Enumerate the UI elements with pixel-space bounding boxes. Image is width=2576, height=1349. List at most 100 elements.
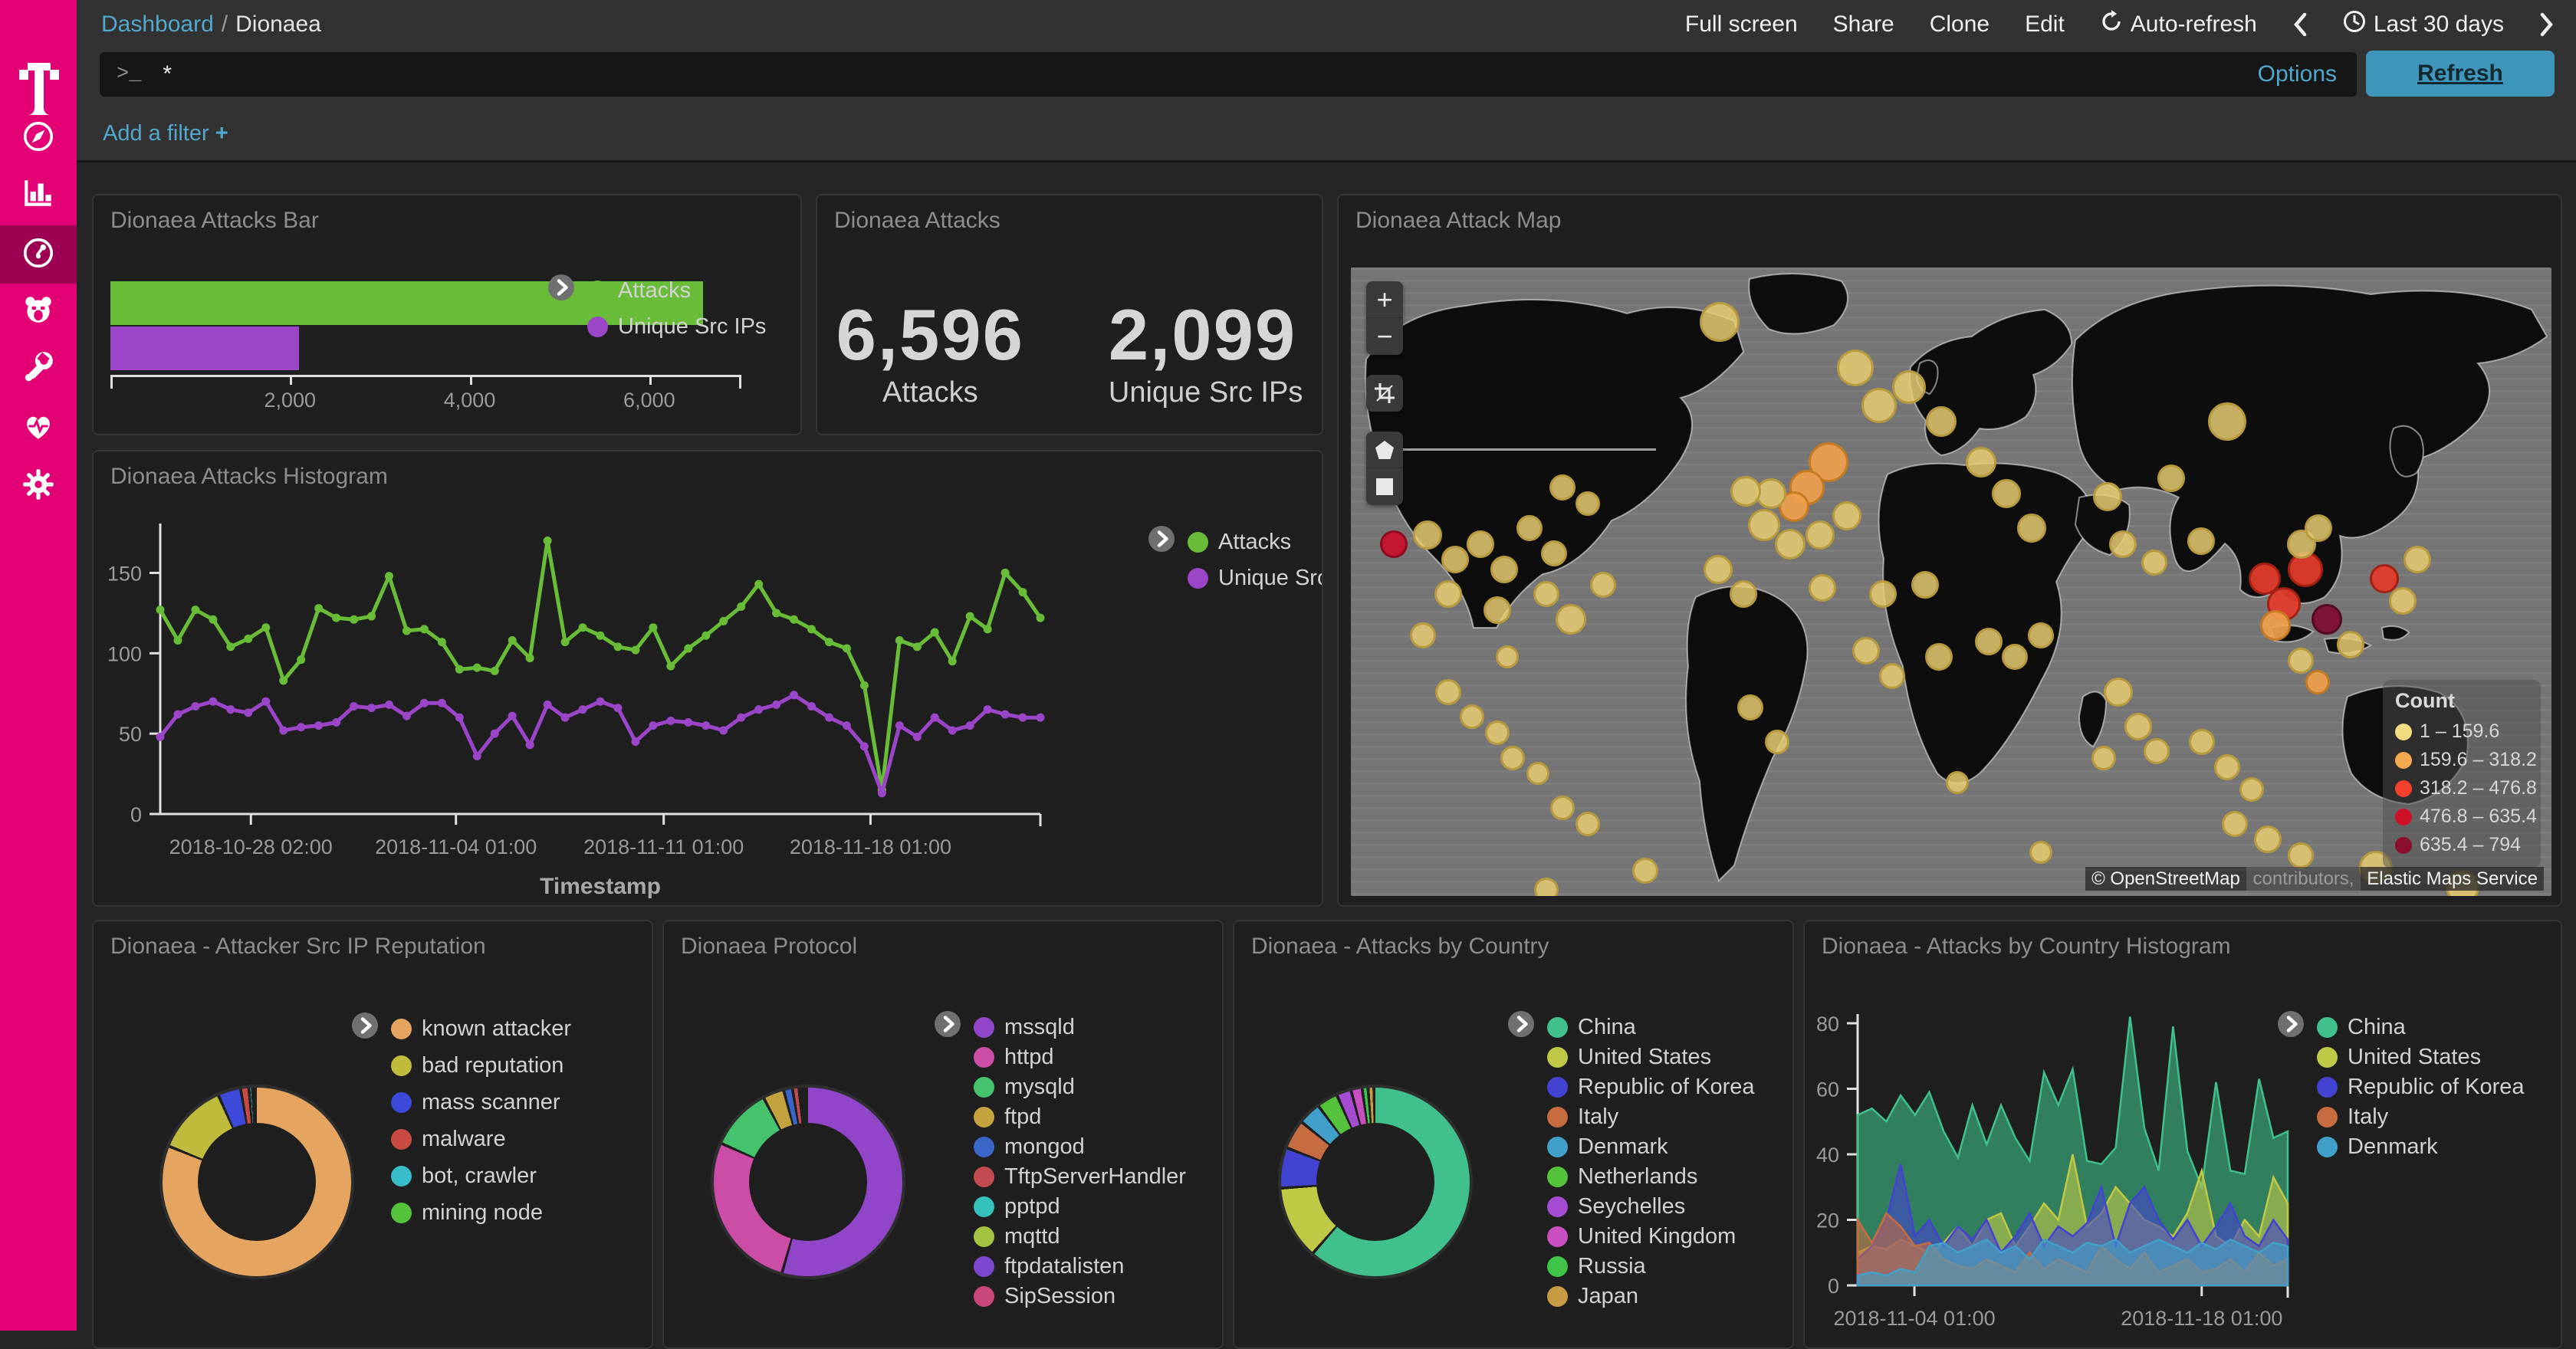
legend-item[interactable]: Netherlands <box>1547 1161 1697 1192</box>
legend-item[interactable]: mssqld <box>974 1012 1075 1042</box>
legend-item[interactable]: Denmark <box>2317 1131 2438 1162</box>
legend-item[interactable]: pptpd <box>974 1191 1060 1222</box>
menu-item-share[interactable]: Share <box>1833 11 1894 38</box>
legend-item[interactable]: ftpd <box>974 1101 1041 1132</box>
sidebar-item-visualize[interactable] <box>0 166 77 224</box>
legend-collapse-icon[interactable] <box>2277 1010 2305 1042</box>
legend-item[interactable]: mqttd <box>974 1221 1060 1252</box>
legend-item[interactable]: Republic of Korea <box>2317 1072 2525 1102</box>
sidebar-item-monitoring[interactable] <box>0 399 77 457</box>
legend-collapse-icon[interactable] <box>934 1010 961 1042</box>
polygon-tool-icon[interactable] <box>1366 432 1403 468</box>
donut-chart[interactable] <box>163 1088 351 1276</box>
legend-item[interactable]: httpd <box>974 1042 1054 1072</box>
legend-item[interactable]: Seychelles <box>1547 1191 1685 1222</box>
legend-color-dot <box>1547 1196 1568 1217</box>
legend-item[interactable]: bad reputation <box>391 1050 564 1081</box>
legend-item[interactable]: bot, crawler <box>391 1160 537 1191</box>
panel-title[interactable]: Dionaea Attack Map <box>1355 208 1562 234</box>
menu-item-clone[interactable]: Clone <box>1930 11 1990 38</box>
donut-chart[interactable] <box>714 1088 902 1276</box>
options-link[interactable]: Options <box>2258 61 2337 87</box>
legend-collapse-icon[interactable] <box>1148 525 1175 556</box>
attack-bubble <box>2109 530 2137 558</box>
sidebar-item-dev-tools[interactable] <box>0 340 77 399</box>
crop-icon[interactable] <box>1366 375 1403 412</box>
panel-title[interactable]: Dionaea Attacks Bar <box>110 208 319 234</box>
time-range-picker[interactable]: Last 30 days <box>2343 10 2504 39</box>
legend-item[interactable]: United Kingdom <box>1547 1221 1736 1252</box>
metric-value: 6,596 <box>836 294 1024 376</box>
attack-bubble <box>2187 527 2215 555</box>
panel-title[interactable]: Dionaea - Attacks by Country Histogram <box>1822 934 2231 960</box>
attack-bubble <box>1966 447 1996 478</box>
legend-color-dot <box>391 1166 412 1187</box>
legend-item[interactable]: Italy <box>1547 1101 1618 1132</box>
panel-title[interactable]: Dionaea - Attacks by Country <box>1251 934 1549 960</box>
legend-item[interactable]: malware <box>391 1124 506 1154</box>
menu-item-edit[interactable]: Edit <box>2025 11 2065 38</box>
legend-item[interactable]: known attacker <box>391 1013 571 1044</box>
rectangle-tool-icon[interactable] <box>1366 468 1403 505</box>
search-input[interactable]: >_ * Options <box>100 52 2357 97</box>
breadcrumb-dashboard-link[interactable]: Dashboard <box>101 11 214 37</box>
zoom-out-button[interactable]: − <box>1366 318 1403 355</box>
zoom-in-button[interactable]: + <box>1366 281 1403 318</box>
legend-collapse-icon[interactable] <box>1507 1010 1535 1042</box>
menu-item-full-screen[interactable]: Full screen <box>1685 11 1798 38</box>
legend-item[interactable]: United States <box>2317 1042 2481 1072</box>
sidebar-item-dashboard[interactable] <box>0 225 77 284</box>
osm-attribution[interactable]: © OpenStreetMap <box>2085 867 2246 891</box>
legend-item[interactable]: China <box>1547 1012 1636 1042</box>
attack-bubble <box>1748 509 1780 541</box>
legend-item[interactable]: SipSession <box>974 1281 1116 1311</box>
panel-title[interactable]: Dionaea Attacks <box>834 208 1001 234</box>
map-zoom-controls: + − <box>1366 281 1403 355</box>
refresh-button[interactable]: Refresh <box>2366 51 2555 97</box>
legend-color-dot <box>1547 1077 1568 1098</box>
time-back-button[interactable] <box>2292 12 2308 37</box>
legend-item[interactable]: Republic of Korea <box>1547 1072 1755 1102</box>
legend-item[interactable]: mongod <box>974 1131 1085 1162</box>
query-bar-row: >_ * Options Refresh <box>77 49 2576 103</box>
legend-item[interactable]: Unique Src IPs <box>1188 563 1323 593</box>
ems-attribution[interactable]: Elastic Maps Service <box>2361 867 2544 891</box>
legend-item[interactable]: mass scanner <box>391 1087 560 1118</box>
panel-title[interactable]: Dionaea Attacks Histogram <box>110 464 388 490</box>
legend-item[interactable]: Unique Src IPs <box>587 311 766 342</box>
legend-item[interactable]: ftpdatalisten <box>974 1251 1124 1282</box>
sidebar-item-management[interactable] <box>0 457 77 515</box>
add-filter-link[interactable]: Add a filter + <box>103 121 228 146</box>
legend-title: Count <box>2395 689 2528 713</box>
panel-title[interactable]: Dionaea - Attacker Src IP Reputation <box>110 934 486 960</box>
legend-collapse-icon[interactable] <box>547 274 575 305</box>
attack-bubble <box>1730 580 1757 608</box>
svg-text:0: 0 <box>130 803 142 826</box>
sidebar-item-timelion[interactable] <box>0 282 77 340</box>
bar-segment[interactable] <box>110 327 299 370</box>
legend-item[interactable]: Japan <box>1547 1281 1638 1311</box>
legend-item[interactable]: Italy <box>2317 1101 2388 1132</box>
legend-item[interactable]: mining node <box>391 1197 543 1228</box>
legend-item[interactable]: Russia <box>1547 1251 1646 1282</box>
attack-bubble <box>1413 520 1442 550</box>
legend-item[interactable]: mysqld <box>974 1072 1075 1102</box>
legend-item[interactable]: Denmark <box>1547 1131 1668 1162</box>
attack-bubble <box>1925 643 1953 671</box>
donut-chart[interactable] <box>1281 1088 1470 1276</box>
time-forward-button[interactable] <box>2539 12 2555 37</box>
legend-item[interactable]: United States <box>1547 1042 1711 1072</box>
legend-item[interactable]: Attacks <box>587 275 691 306</box>
legend-item[interactable]: China <box>2317 1012 2406 1042</box>
auto-refresh-button[interactable]: Auto-refresh <box>2100 10 2257 39</box>
sidebar-item-discover[interactable] <box>0 109 77 167</box>
refresh-cycle-icon <box>2100 10 2123 39</box>
legend-collapse-icon[interactable] <box>351 1012 379 1043</box>
query-value[interactable]: * <box>163 61 2257 87</box>
legend-item[interactable]: Attacks <box>1188 527 1291 557</box>
panel-title[interactable]: Dionaea Protocol <box>681 934 857 960</box>
legend-item[interactable]: TftpServerHandler <box>974 1161 1186 1192</box>
